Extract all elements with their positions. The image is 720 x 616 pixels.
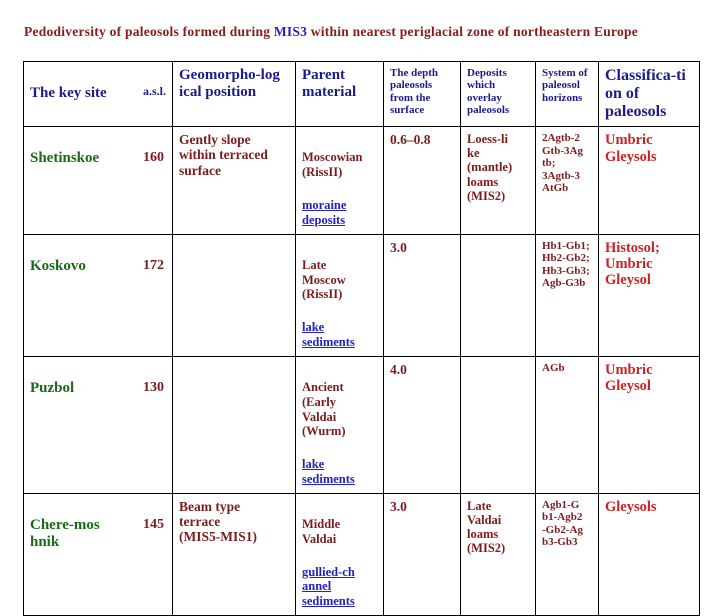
parent-period-text: Middle Valdai bbox=[302, 517, 341, 546]
horizon-system-cell: 2Agtb-2 Gtb-3Ag tb; 3Agtb-3 AtGb bbox=[535, 126, 599, 235]
overlay-deposits-cell: Loess-li ke (mantle) loams (MIS2) bbox=[460, 126, 536, 235]
site-name: Puzbol bbox=[30, 380, 75, 397]
table-row-koskovo: Koskovo 172 Late Moscow (RissII) lake se… bbox=[23, 233, 700, 357]
header-classification: Classifica-ti on of paleosols bbox=[598, 60, 700, 128]
site-cell: Shetinskoe 160 bbox=[23, 126, 173, 235]
geomorphological-position-cell: Beam type terrace (MIS5-MIS1) bbox=[172, 492, 296, 616]
classification-cell: Umbric Gleysols bbox=[598, 126, 700, 235]
classification-cell: Histosol; Umbric Gleysol bbox=[598, 233, 700, 357]
classification-cell: Umbric Gleysol bbox=[598, 355, 700, 494]
slide: { "title": { "pre": "Pedodiversity of pa… bbox=[23, 24, 714, 616]
moraine-deposits-link[interactable]: moraine deposits bbox=[302, 197, 347, 227]
title-mis3-highlight: MIS3 bbox=[273, 24, 308, 39]
table-row-shetinskoe: Shetinskoe 160 Gently slope within terra… bbox=[23, 126, 700, 235]
overlay-deposits-cell bbox=[460, 355, 536, 494]
site-cell: Chere-mos hnik 145 bbox=[23, 492, 173, 616]
parent-material-cell: Moscowian (RissII) moraine deposits bbox=[295, 126, 384, 235]
slide-title: Pedodiversity of paleosols formed during… bbox=[24, 24, 714, 40]
horizon-system-cell: Agb1-G b1-Agb2 -Gb2-Ag b3-Gb3 bbox=[535, 492, 599, 616]
asl-value: 130 bbox=[143, 380, 164, 396]
site-name: Koskovo bbox=[30, 257, 86, 274]
lake-sediments-link[interactable]: lake sediments bbox=[302, 457, 355, 486]
header-deposits: Deposits which overlay paleosols bbox=[460, 60, 536, 128]
paleosols-table: The key site a.s.l. Geomorpho-log ical p… bbox=[23, 60, 700, 616]
horizon-system-cell: AGb bbox=[535, 355, 599, 494]
lake-sediments-link[interactable]: lake sediments bbox=[302, 320, 355, 349]
depth-cell: 4.0 bbox=[383, 355, 461, 494]
geomorphological-position-cell bbox=[172, 233, 296, 357]
header-depth: The depth paleosols from the surface bbox=[383, 60, 461, 128]
parent-material-cell: Middle Valdai gullied-ch annel sediments bbox=[295, 492, 384, 616]
site-cell: Koskovo 172 bbox=[23, 233, 173, 357]
asl-value: 160 bbox=[143, 150, 164, 166]
gullied-channel-sediments-link[interactable]: gullied-ch annel sediments bbox=[302, 564, 355, 609]
overlay-deposits-cell: Late Valdai loams (MIS2) bbox=[460, 492, 536, 616]
overlay-deposits-cell bbox=[460, 233, 536, 357]
classification-cell: Gleysols bbox=[598, 492, 700, 616]
header-key-site-cell: The key site a.s.l. bbox=[23, 60, 173, 128]
title-text-post: within nearest periglacial zone of north… bbox=[307, 24, 638, 39]
geomorphological-position-cell bbox=[172, 355, 296, 494]
header-key-site-label: The key site bbox=[30, 85, 107, 102]
depth-cell: 3.0 bbox=[383, 492, 461, 616]
title-text-pre: Pedodiversity of paleosols formed during bbox=[24, 24, 274, 39]
site-name: Chere-mos hnik bbox=[30, 517, 100, 551]
parent-period-text: Moscowian (RissII) bbox=[302, 150, 363, 180]
table-row-puzbol: Puzbol 130 Ancient (Early Valdai (Wurm) … bbox=[23, 355, 700, 494]
horizon-system-cell: Hb1-Gb1; Hb2-Gb2; Hb3-Gb3; Agb-G3b bbox=[535, 233, 599, 357]
asl-value: 145 bbox=[143, 517, 164, 533]
depth-cell: 0.6–0.8 bbox=[383, 126, 461, 235]
parent-material-cell: Ancient (Early Valdai (Wurm) lake sedime… bbox=[295, 355, 384, 494]
depth-cell: 3.0 bbox=[383, 233, 461, 357]
header-parent-material: Parent material bbox=[295, 60, 384, 128]
parent-period-text: Ancient (Early Valdai (Wurm) bbox=[302, 380, 346, 439]
site-name: Shetinskoe bbox=[30, 150, 100, 167]
header-geomorphological-position: Geomorpho-log ical position bbox=[172, 60, 296, 128]
site-cell: Puzbol 130 bbox=[23, 355, 173, 494]
parent-period-text: Late Moscow (RissII) bbox=[302, 257, 346, 302]
parent-material-cell: Late Moscow (RissII) lake sediments bbox=[295, 233, 384, 357]
header-asl-label: a.s.l. bbox=[142, 84, 166, 99]
geomorphological-position-cell: Gently slope within terraced surface bbox=[172, 126, 296, 235]
header-row: The key site a.s.l. Geomorpho-log ical p… bbox=[23, 60, 700, 128]
table-row-cheremoshnik: Chere-mos hnik 145 Beam type terrace (MI… bbox=[23, 492, 700, 616]
header-horizon-system: System of paleosol horizons bbox=[535, 60, 599, 128]
asl-value: 172 bbox=[143, 257, 164, 273]
